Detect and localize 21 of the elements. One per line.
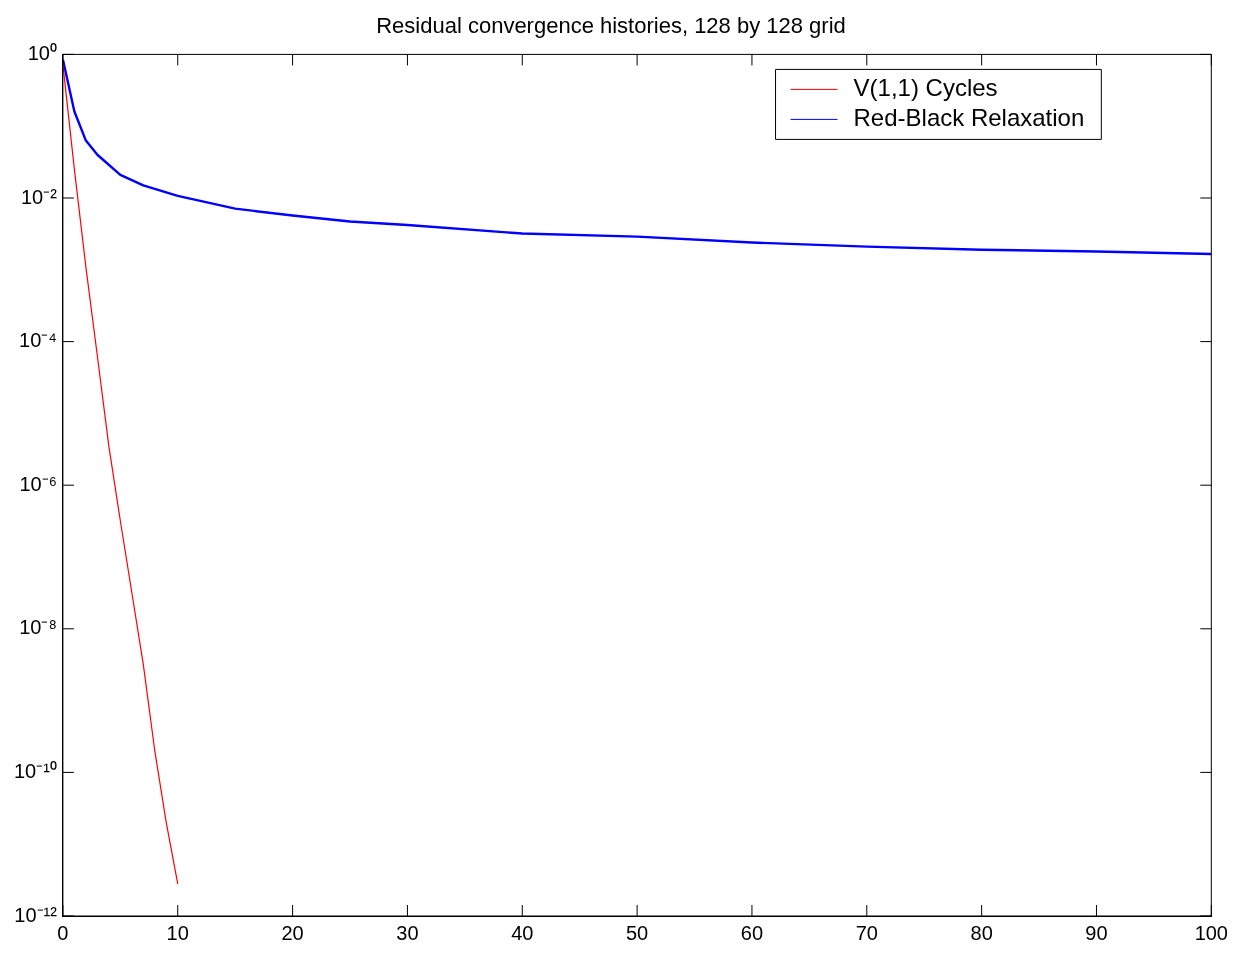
y-tick-label: 10⁻⁸ — [19, 616, 57, 639]
x-tick-label: 0 — [57, 921, 69, 944]
y-tick-label: 10⁻² — [21, 185, 58, 208]
x-tick-label: 70 — [855, 921, 878, 944]
y-tick-label: 10⁻¹⁰ — [14, 759, 57, 782]
x-tick-label: 20 — [281, 921, 304, 944]
x-tick-label: 30 — [396, 921, 419, 944]
x-tick-label: 10 — [166, 921, 189, 944]
y-tick-label: 10⁻¹² — [14, 903, 58, 926]
y-tick-label: 10⁻⁴ — [19, 329, 57, 352]
x-tick-label: 50 — [625, 921, 649, 944]
legend-label: Red-Black Relaxation — [853, 104, 1085, 132]
x-tick-label: 80 — [970, 921, 993, 944]
x-tick-label: 90 — [1085, 921, 1108, 944]
x-tick-label: 40 — [511, 921, 534, 944]
legend-label: V(1,1) Cycles — [853, 74, 998, 102]
y-tick-label: 10⁻⁶ — [19, 472, 57, 495]
x-tick-label: 60 — [740, 921, 764, 944]
y-tick-label: 10⁰ — [27, 41, 57, 64]
x-tick-label: 100 — [1194, 921, 1228, 944]
chart-title: Residual convergence histories, 128 by 128 grid — [376, 13, 846, 39]
